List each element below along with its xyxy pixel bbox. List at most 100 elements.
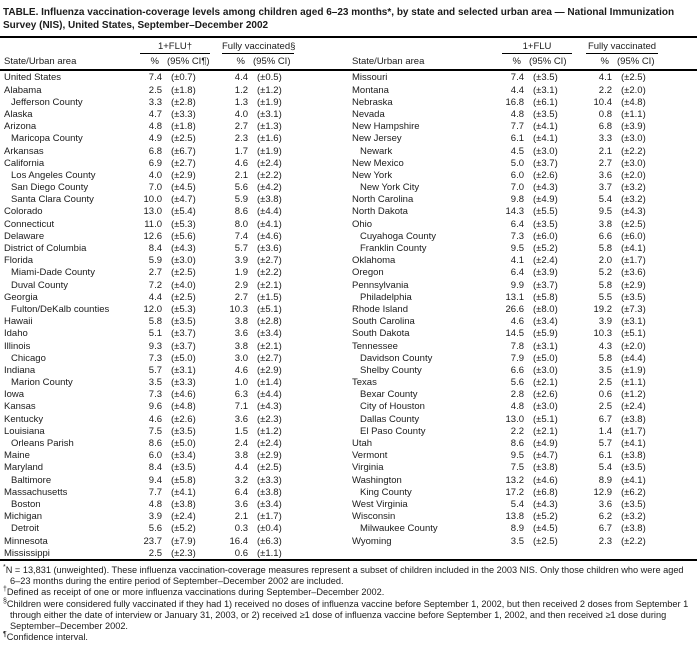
gap-cell (572, 291, 586, 303)
state-name-cell: New Jersey (352, 133, 402, 145)
flu-ci-cell: (±3.8) (171, 498, 196, 510)
flu-percent-cell: 4.1 (510, 255, 524, 267)
fully-percent-cell: 4.0 (234, 108, 248, 120)
gap-cell (210, 254, 222, 266)
state-name-cell: Detroit (11, 523, 39, 535)
fully-percent-cell: 5.5 (598, 291, 612, 303)
flu-percent-cell: 12.6 (143, 230, 163, 242)
fully-percent-cell: 6.3 (234, 389, 248, 401)
table-row: Wyoming 3.5 (±2.5) 2.3 (±2.2) (350, 534, 658, 547)
flu-percent-cell: 9.9 (510, 279, 524, 291)
state-name-cell: New Mexico (352, 157, 404, 169)
table-row: Utah 8.6 (±4.9) 5.7 (±4.1) (350, 437, 658, 449)
gap-cell (210, 217, 222, 229)
flu-ci-cell: (±3.7) (171, 340, 196, 352)
table-area: 1+FLU† Fully vaccinated§ State/Urban are… (0, 38, 697, 559)
fully-ci-cell: (±3.8) (621, 450, 646, 462)
table-row: Virginia 7.5 (±3.8) 5.4 (±3.5) (350, 461, 658, 473)
state-name-cell: New Hampshire (352, 121, 420, 133)
flu-percent-cell: 3.3 (148, 96, 162, 108)
fully-ci-cell: (±3.5) (621, 291, 646, 303)
flu-ci-cell: (±4.1) (533, 121, 558, 133)
table-row: Missouri 7.4 (±3.5) 4.1 (±2.5) (350, 71, 658, 83)
flu-ci-cell: (±6.0) (533, 230, 558, 242)
fully-percent-cell: 5.8 (598, 243, 612, 254)
gap-cell (210, 96, 222, 108)
flu-percent-cell: 13.2 (505, 474, 525, 486)
state-name-cell: Kansas (4, 401, 36, 413)
fully-percent-cell: 1.5 (234, 425, 248, 437)
state-name-cell: Ohio (352, 218, 373, 230)
fully-ci-cell: (±4.2) (257, 182, 282, 194)
gap-cell (210, 364, 222, 376)
flu-percent-cell: 6.1 (510, 133, 524, 145)
flu-percent-cell: 5.6 (148, 523, 162, 535)
fully-ci-cell: (±4.1) (621, 438, 646, 449)
flu-percent-cell: 23.7 (143, 535, 163, 547)
gap-cell (210, 412, 222, 424)
flu-ci-cell: (±2.5) (171, 133, 196, 145)
fully-percent-cell: 5.7 (234, 243, 248, 254)
flu-percent-cell: 7.4 (148, 72, 162, 84)
flu-ci-cell: (±3.5) (533, 218, 558, 230)
flu-ci-cell: (±2.3) (171, 547, 196, 559)
flu-ci-cell: (±5.1) (533, 413, 558, 425)
state-name-cell: Wisconsin (352, 511, 396, 523)
table-row: Santa Clara County 10.0 (±4.7) 5.9 (±3.8) (0, 193, 294, 205)
fully-ci-cell: (±3.2) (621, 182, 646, 194)
gap-cell (572, 71, 586, 83)
table-row: Philadelphia 13.1 (±5.8) 5.5 (±3.5) (350, 291, 658, 303)
gap-cell (210, 291, 222, 303)
table-row: Maine 6.0 (±3.4) 3.8 (±2.9) (0, 449, 294, 461)
flu-ci-cell: (±1.8) (171, 121, 196, 133)
flu-percent-cell: 7.0 (148, 182, 162, 194)
fully-ci-cell: (±5.1) (257, 303, 282, 315)
fully-percent-cell: 3.0 (234, 352, 248, 364)
fully-ci-cell: (±3.4) (257, 498, 282, 510)
state-name-cell: Jefferson County (11, 96, 83, 108)
flu-ci-cell: (±2.9) (171, 169, 196, 181)
spacer-cell (350, 38, 502, 54)
gap-cell (210, 449, 222, 461)
gap-cell (572, 144, 586, 156)
gap-cell (210, 510, 222, 522)
flu-percent-cell: 4.5 (510, 145, 524, 157)
fully-ci-cell: (±1.2) (257, 84, 282, 96)
flu-ci-cell: (±3.3) (171, 377, 196, 389)
column-header-state: State/Urban area (352, 56, 425, 68)
gap-cell (210, 278, 222, 290)
table-row: North Dakota 14.3 (±5.5) 9.5 (±4.3) (350, 205, 658, 217)
fully-ci-cell: (±1.1) (621, 377, 646, 389)
state-name-cell: Shelby County (360, 364, 422, 376)
state-name-cell: Montana (352, 84, 389, 96)
gap-cell (572, 400, 586, 412)
flu-ci-cell: (±6.7) (171, 145, 196, 157)
state-name-cell: Utah (352, 438, 373, 449)
fully-percent-cell: 19.2 (593, 303, 613, 315)
flu-percent-cell: 14.5 (505, 328, 525, 340)
flu-ci-cell: (±4.9) (533, 438, 558, 449)
fully-ci-cell: (±2.4) (257, 157, 282, 169)
state-name-cell: Iowa (4, 389, 25, 401)
fully-ci-cell: (±2.9) (257, 450, 282, 462)
state-name-cell: Pennsylvania (352, 279, 409, 291)
gap-cell (572, 83, 586, 95)
fully-ci-cell: (±3.1) (257, 108, 282, 120)
flu-percent-cell: 12.0 (143, 303, 163, 315)
flu-ci-cell: (±2.6) (533, 389, 558, 401)
table-row: Iowa 7.3 (±4.6) 6.3 (±4.4) (0, 388, 294, 400)
fully-percent-cell: 6.4 (234, 486, 248, 498)
state-name-cell: North Carolina (352, 194, 414, 206)
gap-cell (572, 266, 586, 278)
vaccination-table-right: 1+FLU Fully vaccinated State/Urban area … (350, 38, 658, 547)
state-name-cell: Arkansas (4, 145, 44, 157)
table-row: Michigan 3.9 (±2.4) 2.1 (±1.7) (0, 510, 294, 522)
flu-percent-cell: 4.8 (510, 108, 524, 120)
flu-ci-cell: (±4.3) (171, 243, 196, 254)
state-name-cell: Miami-Dade County (11, 267, 95, 279)
flu-percent-cell: 2.2 (510, 425, 524, 437)
fully-percent-cell: 7.4 (234, 230, 248, 242)
state-name-cell: Maine (4, 450, 30, 462)
gap-cell (210, 230, 222, 242)
table-row: Milwaukee County 8.9 (±4.5) 6.7 (±3.8) (350, 522, 658, 534)
